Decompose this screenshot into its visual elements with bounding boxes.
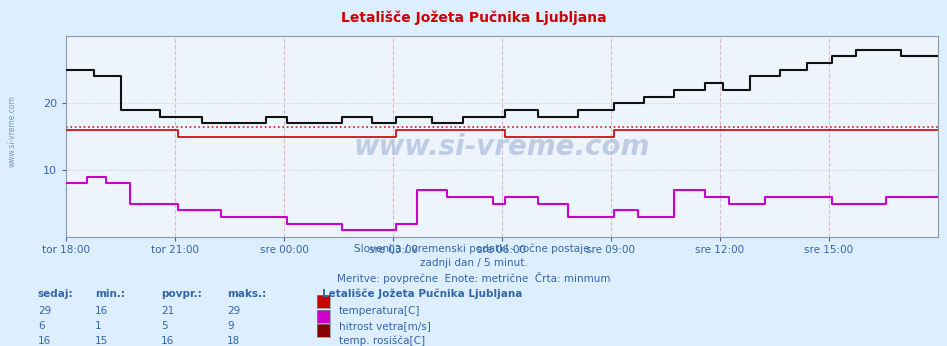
Text: Slovenija / vremenski podatki - ročne postaje.: Slovenija / vremenski podatki - ročne po… (354, 244, 593, 254)
Text: Letališče Jožeta Pučnika Ljubljana: Letališče Jožeta Pučnika Ljubljana (322, 289, 523, 299)
Text: 16: 16 (161, 336, 174, 346)
Text: temp. rosišča[C]: temp. rosišča[C] (339, 336, 425, 346)
Text: 9: 9 (227, 321, 234, 331)
Text: temperatura[C]: temperatura[C] (339, 306, 420, 316)
Text: povpr.:: povpr.: (161, 289, 202, 299)
Text: 5: 5 (161, 321, 168, 331)
Text: 1: 1 (95, 321, 101, 331)
Text: 29: 29 (38, 306, 51, 316)
Text: hitrost vetra[m/s]: hitrost vetra[m/s] (339, 321, 431, 331)
Text: 16: 16 (38, 336, 51, 346)
Text: 29: 29 (227, 306, 241, 316)
Text: Meritve: povprečne  Enote: metrične  Črta: minmum: Meritve: povprečne Enote: metrične Črta:… (337, 272, 610, 284)
Text: 21: 21 (161, 306, 174, 316)
Text: Letališče Jožeta Pučnika Ljubljana: Letališče Jožeta Pučnika Ljubljana (341, 10, 606, 25)
Text: www.si-vreme.com: www.si-vreme.com (353, 133, 651, 161)
Text: 6: 6 (38, 321, 45, 331)
Text: min.:: min.: (95, 289, 125, 299)
Text: zadnji dan / 5 minut.: zadnji dan / 5 minut. (420, 258, 527, 268)
Text: 18: 18 (227, 336, 241, 346)
Text: maks.:: maks.: (227, 289, 266, 299)
Text: sedaj:: sedaj: (38, 289, 74, 299)
Text: 16: 16 (95, 306, 108, 316)
Text: 15: 15 (95, 336, 108, 346)
Text: www.si-vreme.com: www.si-vreme.com (8, 95, 17, 167)
